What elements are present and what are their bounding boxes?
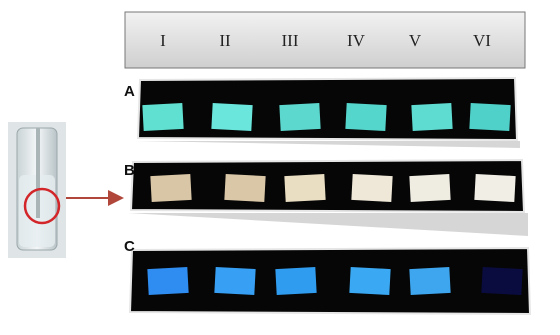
row-strip <box>138 78 517 140</box>
sample-square <box>409 174 450 202</box>
sample-square <box>224 174 265 202</box>
column-label: VI <box>473 31 491 50</box>
sample-square <box>147 267 188 295</box>
column-label: V <box>409 31 422 50</box>
sample-square <box>214 267 255 295</box>
row-shadow <box>135 141 520 148</box>
row: B <box>124 160 528 236</box>
sample-square <box>474 174 515 202</box>
sample-square <box>142 103 183 131</box>
figure: IIIIIIIVVVI ABC <box>0 0 560 335</box>
sample-square <box>279 103 320 131</box>
row-shadow <box>128 213 528 236</box>
sample-square <box>469 103 510 131</box>
row: C <box>124 238 530 314</box>
sample-square <box>275 267 316 295</box>
rows: A B C <box>124 78 530 314</box>
column-label: IV <box>347 31 366 50</box>
sample-square <box>150 174 191 202</box>
sample-square <box>284 174 325 202</box>
column-label: I <box>160 31 166 50</box>
row-strip <box>130 248 530 314</box>
sample-square <box>211 103 252 131</box>
row: A <box>124 78 520 148</box>
sample-square <box>345 103 386 131</box>
sample-square <box>409 267 450 295</box>
row-label: B <box>124 162 135 179</box>
header-box <box>125 12 525 68</box>
page: IIIIIIIVVVI ABC (() => { const data = JS… <box>0 0 560 335</box>
sample-square <box>349 267 390 295</box>
sample-square <box>481 267 522 295</box>
row-label: A <box>124 83 135 100</box>
row-label: C <box>124 238 135 255</box>
strip <box>36 128 40 218</box>
column-label: II <box>219 31 231 50</box>
sample-square <box>411 103 452 131</box>
sample-square <box>351 174 392 202</box>
column-label: III <box>282 31 299 50</box>
